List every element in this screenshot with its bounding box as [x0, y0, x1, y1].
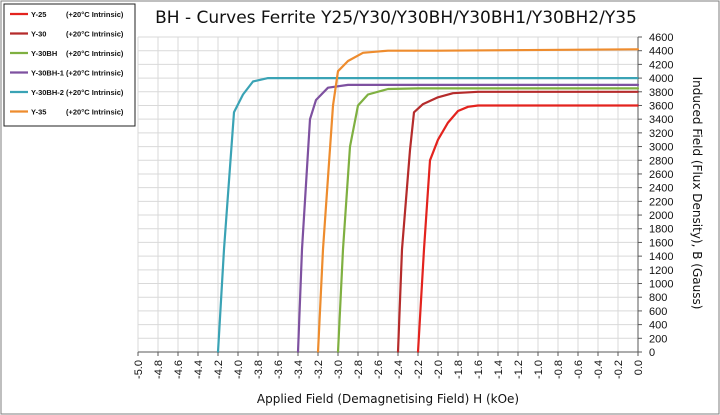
- curves: [216, 48, 640, 354]
- y-tick-label: 4600: [649, 32, 673, 44]
- y-tick-label: 4400: [649, 46, 673, 58]
- x-tick-label: -3.2: [313, 360, 325, 379]
- y-axis-ticks: 0200400600800100012001400160018002000220…: [638, 32, 673, 359]
- y-tick-label: 2400: [649, 183, 673, 195]
- y-tick-label: 200: [649, 333, 667, 345]
- x-tick-label: -3.8: [253, 360, 265, 379]
- y-tick-label: 1000: [649, 279, 673, 291]
- x-tick-label: -0.4: [593, 360, 605, 379]
- y-tick-label: 1800: [649, 224, 673, 236]
- y-tick-label: 2600: [649, 169, 673, 181]
- y-tick-label: 3600: [649, 100, 673, 112]
- y-tick-label: 4000: [649, 73, 673, 85]
- series-line-y-35: [316, 48, 640, 354]
- y-tick-label: 3800: [649, 87, 673, 99]
- legend-series-name: Y-30: [31, 30, 46, 39]
- x-tick-label: -5.0: [133, 360, 145, 379]
- x-tick-label: -2.0: [433, 360, 445, 379]
- x-tick-label: -2.4: [393, 360, 405, 379]
- legend-series-note: (+20°C Intrinsic): [66, 49, 124, 58]
- x-tick-label: -1.4: [493, 360, 505, 379]
- y-tick-label: 3200: [649, 128, 673, 140]
- x-tick-label: -4.6: [173, 360, 185, 379]
- x-tick-label: -2.8: [353, 360, 365, 379]
- y-axis-label: Induced Field (Flux Density), B (Gauss): [690, 77, 704, 310]
- y-tick-label: 3400: [649, 114, 673, 126]
- y-tick-label: 600: [649, 306, 667, 318]
- x-tick-label: -3.6: [273, 360, 285, 379]
- x-tick-label: -4.2: [213, 360, 225, 379]
- legend-series-note: (+20°C Intrinsic): [66, 69, 124, 78]
- y-tick-label: 4200: [649, 59, 673, 71]
- y-tick-label: 2200: [649, 196, 673, 208]
- x-tick-label: -4.0: [233, 360, 245, 379]
- legend-series-name: Y-30BH: [31, 49, 57, 58]
- x-tick-label: -1.0: [533, 360, 545, 379]
- x-tick-label: -3.0: [333, 360, 345, 379]
- x-tick-label: -3.4: [293, 360, 305, 379]
- y-tick-label: 1400: [649, 251, 673, 263]
- legend-series-name: Y-30BH-2: [31, 88, 64, 97]
- x-tick-label: -1.2: [513, 360, 525, 379]
- legend-series-name: Y-30BH-1: [31, 69, 64, 78]
- x-tick-label: -4.8: [153, 360, 165, 379]
- legend-series-note: (+20°C Intrinsic): [66, 108, 124, 117]
- x-tick-label: -4.4: [193, 360, 205, 379]
- y-tick-label: 400: [649, 320, 667, 332]
- chart-title: BH - Curves Ferrite Y25/Y30/Y30BH/Y30BH1…: [155, 8, 637, 28]
- series-line-y-30bh-2: [216, 77, 640, 354]
- legend-box: [3, 3, 136, 127]
- legend-series-name: Y-25: [31, 10, 46, 19]
- legend-series-name: Y-35: [31, 108, 46, 117]
- y-tick-label: 2000: [649, 210, 673, 222]
- x-tick-label: -2.2: [413, 360, 425, 379]
- y-tick-label: 1600: [649, 237, 673, 249]
- x-axis-ticks: -5.0 -4.8 -4.6 -4.4 -4.2 -4.0 -3.8 -3.6 -3.4 -3.2…: [133, 352, 645, 379]
- y-tick-label: 1200: [649, 265, 673, 277]
- x-tick-label: -1.6: [473, 360, 485, 379]
- legend-series-note: (+20°C Intrinsic): [66, 30, 124, 39]
- series-line-y-30bh-1: [296, 83, 640, 354]
- y-tick-label: 800: [649, 292, 667, 304]
- y-tick-label: 3000: [649, 142, 673, 154]
- x-tick-label: -1.8: [453, 360, 465, 379]
- series-line-y-30: [396, 90, 640, 354]
- x-axis-label: Applied Field (Demagnetising Field) H (k…: [257, 392, 519, 406]
- y-tick-label: 2800: [649, 155, 673, 167]
- x-tick-label: -0.6: [573, 360, 585, 379]
- x-tick-label: -2.6: [373, 360, 385, 379]
- x-tick-label: -0.2: [613, 360, 625, 379]
- series-line-y-30bh: [336, 87, 640, 354]
- y-tick-label: 0: [649, 347, 655, 359]
- legend-series-note: (+20°C Intrinsic): [66, 10, 124, 19]
- x-tick-label: 0.0: [633, 360, 645, 375]
- series-line-y-25: [416, 104, 640, 354]
- legend-series-note: (+20°C Intrinsic): [66, 88, 124, 97]
- legend: Y-25 (+20°C Intrinsic) Y-30 (+20°C Intrinsi…: [3, 3, 136, 127]
- x-tick-label: -0.8: [553, 360, 565, 379]
